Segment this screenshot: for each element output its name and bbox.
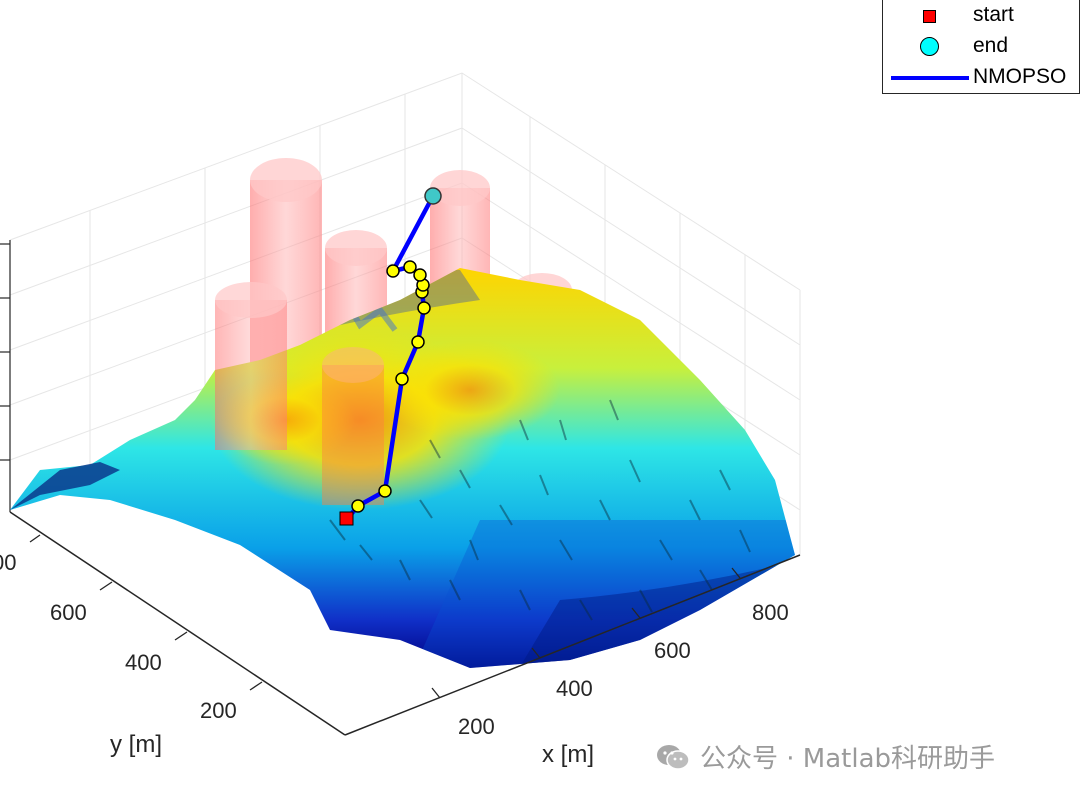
waypoint-marker (411, 335, 425, 349)
waypoint-marker (395, 372, 409, 386)
circle-marker-icon (920, 37, 939, 56)
terrain-surface (10, 268, 795, 668)
axes-lines (9, 511, 801, 736)
line-marker-icon (891, 76, 969, 80)
legend-entry-nmopso: NMOPSO (883, 63, 1080, 93)
x-tick-label: 200 (458, 714, 495, 739)
z-axis (0, 240, 11, 512)
legend: start end NMOPSO (882, 0, 1080, 94)
end-marker (424, 187, 442, 205)
square-marker-icon (923, 10, 936, 23)
obstacle-cylinder (322, 347, 384, 505)
x-tick-label: 600 (654, 638, 691, 663)
waypoint-marker (413, 268, 427, 282)
obstacle-cylinder (215, 282, 287, 450)
y-tick-labels: 00 600 400 200 (0, 550, 237, 723)
legend-label: end (973, 34, 1009, 57)
x-axis-label: x [m] (542, 741, 594, 768)
waypoint-marker (378, 484, 392, 498)
y-tick-label: 400 (125, 650, 162, 675)
x-tick-label: 800 (752, 600, 789, 625)
legend-label: NMOPSO (973, 65, 1067, 88)
watermark-text: 公众号 · Matlab科研助手 (700, 744, 996, 774)
wechat-icon (657, 745, 690, 770)
waypoint-marker (417, 301, 431, 315)
waypoint-marker (403, 260, 417, 274)
legend-label: start (973, 3, 1014, 26)
x-tick-label: 400 (556, 676, 593, 701)
legend-entry-end: end (883, 32, 1080, 62)
y-tick-label: 00 (0, 550, 16, 575)
tick-marks (29, 534, 741, 699)
x-tick-labels: 200 400 600 800 (458, 600, 789, 739)
path-waypoints (351, 260, 431, 513)
terrain-texture (329, 399, 751, 621)
waypoint-marker (386, 264, 400, 278)
obstacles-front (215, 282, 384, 505)
y-axis-label: y [m] (110, 731, 162, 758)
start-marker (339, 511, 354, 526)
path-series (339, 187, 442, 526)
waypoint-marker (351, 499, 365, 513)
y-tick-label: 600 (50, 600, 87, 625)
legend-entry-start: start (883, 1, 1080, 31)
y-tick-label: 200 (200, 698, 237, 723)
